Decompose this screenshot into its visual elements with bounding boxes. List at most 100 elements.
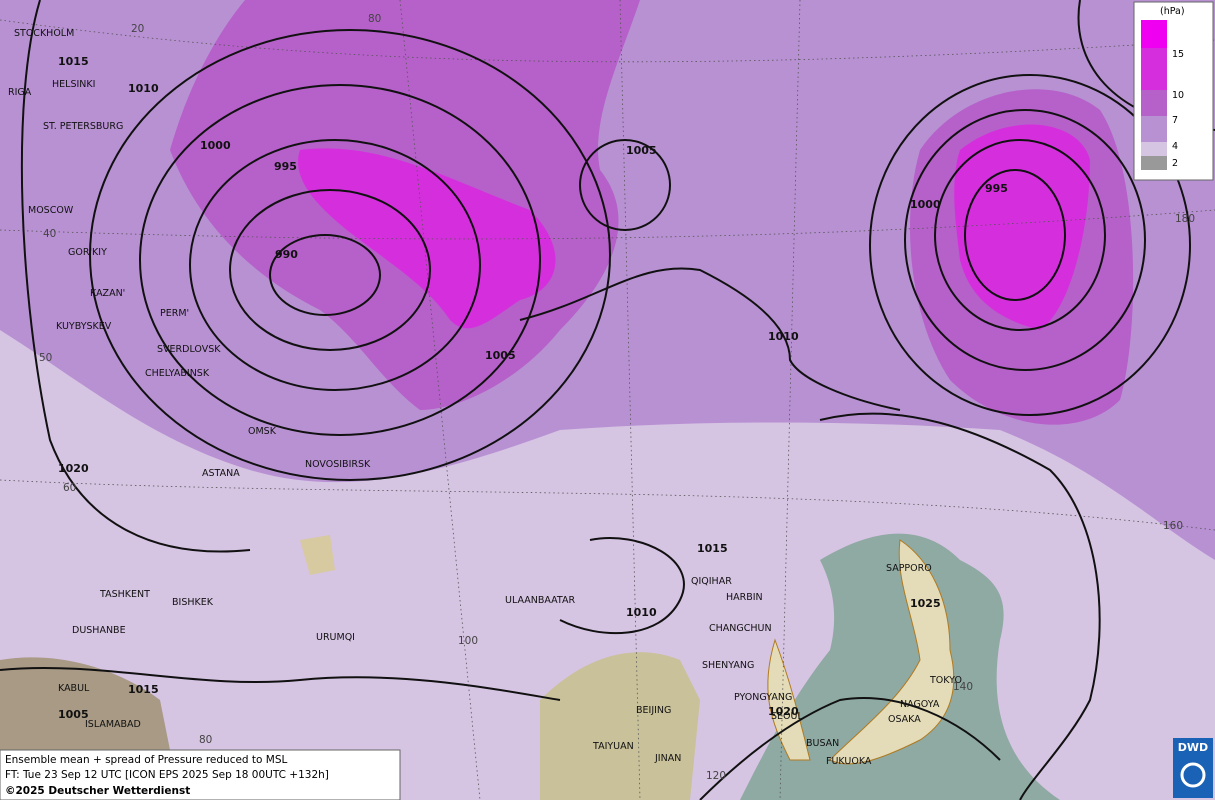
legend-swatch [1141,156,1167,170]
legend-level: 4 [1172,141,1178,152]
city-label: ST. PETERSBURG [43,121,123,132]
isobar-label: 1010 [768,330,799,343]
city-label: FUKUOKA [826,756,872,767]
caption-box [0,749,401,800]
isobar [189,139,481,391]
city-label: SHENYANG [702,660,754,671]
isobar [819,412,1101,800]
city-label: KAZAN' [90,288,125,299]
isobar-label: 1000 [910,198,941,211]
city-label: CHANGCHUN [709,623,772,634]
isobar-label: 1020 [768,705,799,718]
grid-label: 160 [1163,520,1183,532]
grid-label: 80 [199,734,212,746]
isobar-label: 1015 [58,55,89,68]
isobar [229,189,431,351]
city-label: SVERDLOVSK [157,344,221,355]
city-label: ISLAMABAD [85,719,141,730]
city-label: ASTANA [202,468,240,479]
city-label: BUSAN [806,738,839,749]
isobar [934,139,1106,331]
legend-level: 10 [1172,90,1184,101]
grid-label: 120 [706,770,726,782]
isobar-label: 995 [274,160,297,173]
isobar-label: 1015 [128,683,159,696]
korea [767,638,811,761]
grid-label: 80 [368,13,381,25]
isobar [699,697,1001,800]
isobar-label: 1020 [58,462,89,475]
legend-swatch [1141,20,1167,48]
city-label: SEOUL [771,711,803,722]
isobar [89,29,611,481]
isobar-label: 1015 [697,542,728,555]
grid-label: 180 [1175,213,1195,225]
isobar [869,74,1191,416]
city-labels: STOCKHOLM HELSINKI RIGA ST. PETERSBURG MOSCO… [8,28,962,767]
logo-box [1173,738,1213,798]
caption-line: FT: Tue 23 Sep 12 UTC [ICON EPS 2025 Sep… [5,769,329,781]
isobar [20,0,251,553]
city-label: NOVOSIBIRSK [305,459,371,470]
grid-label: 140 [953,681,973,693]
sea [740,533,1060,800]
legend: (hPa) 15 10 7 4 2 [1133,1,1214,181]
city-label: KABUL [58,683,90,694]
terrain [300,535,335,575]
grid-label: 20 [131,23,144,35]
city-label: BISHKEK [172,597,214,608]
legend-unit: (hPa) [1160,6,1185,17]
city-label: QIQIHAR [691,576,732,587]
caption: Ensemble mean + spread of Pressure reduc… [0,749,401,800]
city-label: HELSINKI [52,79,95,90]
city-label: SAPPORO [886,563,932,574]
isobar-label: 1005 [485,349,516,362]
isobar [559,537,685,635]
city-label: ULAANBAATAR [505,595,575,606]
spread-10-15 [954,124,1090,331]
city-label: PYONGYANG [734,692,792,703]
isobar-label: 995 [985,182,1008,195]
city-label: OMSK [248,426,277,437]
isobar [579,139,671,231]
city-label: STOCKHOLM [14,28,74,39]
grid-label: 60 [63,482,76,494]
city-label: PERM' [160,308,189,319]
caption-line: ©2025 Deutscher Wetterdienst [5,785,190,797]
isobar-label: 1000 [200,139,231,152]
grid-label: 100 [458,635,478,647]
city-label: KUYBYSKEV [56,321,112,332]
legend-swatch [1141,142,1167,156]
city-label: CHELYABINSK [145,368,210,379]
grid-label: 50 [39,352,52,364]
dwd-logo: DWD [1173,738,1213,798]
isobar-label: 1010 [626,606,657,619]
legend-swatch [1141,48,1167,90]
isobar-label: 1005 [626,144,657,157]
isobar-label: 1005 [58,708,89,721]
logo-icon [1180,762,1206,788]
city-label: TAIYUAN [592,741,634,752]
city-label: GOR'KIY [68,247,107,258]
city-label: TOKYO [929,675,962,686]
caption-line: Ensemble mean + spread of Pressure reduc… [5,754,288,766]
city-label: MOSCOW [28,205,74,216]
grid-labels: 20 80 40 50 60 100 80 120 140 160 180 [39,13,1195,782]
city-label: RIGA [8,87,32,98]
legend-swatch [1141,116,1167,142]
isobar [904,109,1146,371]
isobar [964,169,1066,301]
japan [829,539,955,765]
isobar [0,666,561,701]
legend-level: 7 [1172,115,1178,126]
isobar [269,234,381,316]
grid-label: 40 [43,228,56,240]
city-label: HARBIN [726,592,763,603]
isobar-label: 1025 [910,597,941,610]
terrain [540,652,700,800]
city-label: NAGOYA [900,699,940,710]
city-label: JINAN [654,753,681,764]
city-label: DUSHANBE [72,625,126,636]
